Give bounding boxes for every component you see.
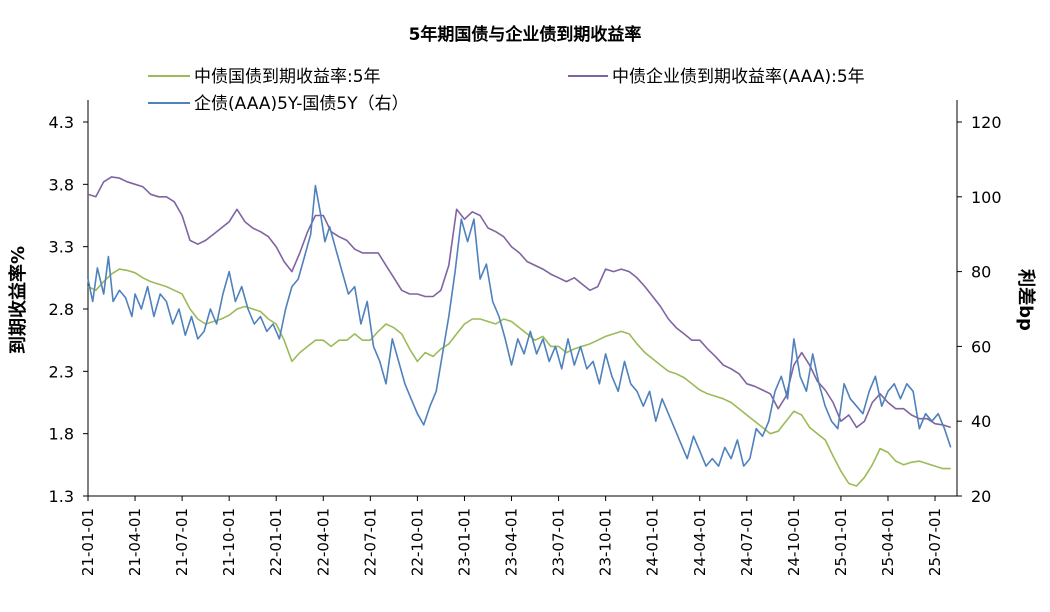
x-tick-label: 25-01-01 xyxy=(832,508,850,576)
y-left-tick-label: 3.8 xyxy=(49,175,74,194)
x-tick-label: 24-10-01 xyxy=(785,508,803,576)
y-axis-right-title: 利差bp xyxy=(1015,269,1037,331)
y-axis-left-title: 到期收益率% xyxy=(7,246,29,354)
x-tick-label: 23-04-01 xyxy=(503,508,521,576)
x-tick-label: 25-07-01 xyxy=(926,508,944,576)
y-left-tick-label: 4.3 xyxy=(49,113,74,132)
x-tick-label: 22-01-01 xyxy=(267,508,285,576)
y-left-tick-label: 2.3 xyxy=(49,362,74,381)
series-lines xyxy=(87,176,952,487)
legend-label-spread: 企债(AAA)5Y-国债5Y（右） xyxy=(194,94,409,114)
x-tick-label: 21-10-01 xyxy=(220,508,238,576)
y-right-tick-label: 80 xyxy=(971,263,991,282)
y-left-tick-label: 1.8 xyxy=(49,425,74,444)
x-tick-label: 21-01-01 xyxy=(79,508,97,576)
x-tick-label: 23-10-01 xyxy=(597,508,615,576)
y-right-tick-label: 100 xyxy=(971,188,1002,207)
series-line-0 xyxy=(87,268,951,487)
y-right-tick-label: 120 xyxy=(971,113,1002,132)
x-tick-label: 24-04-01 xyxy=(691,508,709,576)
series-line-1 xyxy=(87,176,951,429)
x-tick-label: 22-07-01 xyxy=(361,508,379,576)
x-tick-label: 22-04-01 xyxy=(314,508,332,576)
series-line-2 xyxy=(87,184,952,467)
y-right-tick-label: 40 xyxy=(971,412,991,431)
y-left-tick-label: 2.8 xyxy=(49,300,74,319)
x-tick-label: 23-07-01 xyxy=(550,508,568,576)
y-left-tick-label: 1.3 xyxy=(49,487,74,506)
legend-label-corp5y: 中债企业债到期收益率(AAA):5年 xyxy=(612,67,865,87)
x-tick-label: 24-01-01 xyxy=(644,508,662,576)
y-right-tick-label: 60 xyxy=(971,337,991,356)
axes: 4.3 3.8 3.3 2.8 2.3 1.8 1.3 120 100 80 60 40 20 21-01… xyxy=(49,100,1002,576)
x-tick-label: 22-10-01 xyxy=(408,508,426,576)
y-right-tick-label: 20 xyxy=(971,487,991,506)
x-tick-label: 21-04-01 xyxy=(126,508,144,576)
legend: 中债国债到期收益率:5年 中债企业债到期收益率(AAA):5年 企债(AAA)5… xyxy=(148,67,865,114)
x-tick-label: 24-07-01 xyxy=(738,508,756,576)
chart-title: 5年期国债与企业债到期收益率 xyxy=(409,24,642,45)
x-tick-label: 25-04-01 xyxy=(879,508,897,576)
x-tick-label: 23-01-01 xyxy=(455,508,473,576)
x-tick-label: 21-07-01 xyxy=(173,508,191,576)
legend-label-gov5y: 中债国债到期收益率:5年 xyxy=(194,67,381,87)
y-left-tick-label: 3.3 xyxy=(49,238,74,257)
